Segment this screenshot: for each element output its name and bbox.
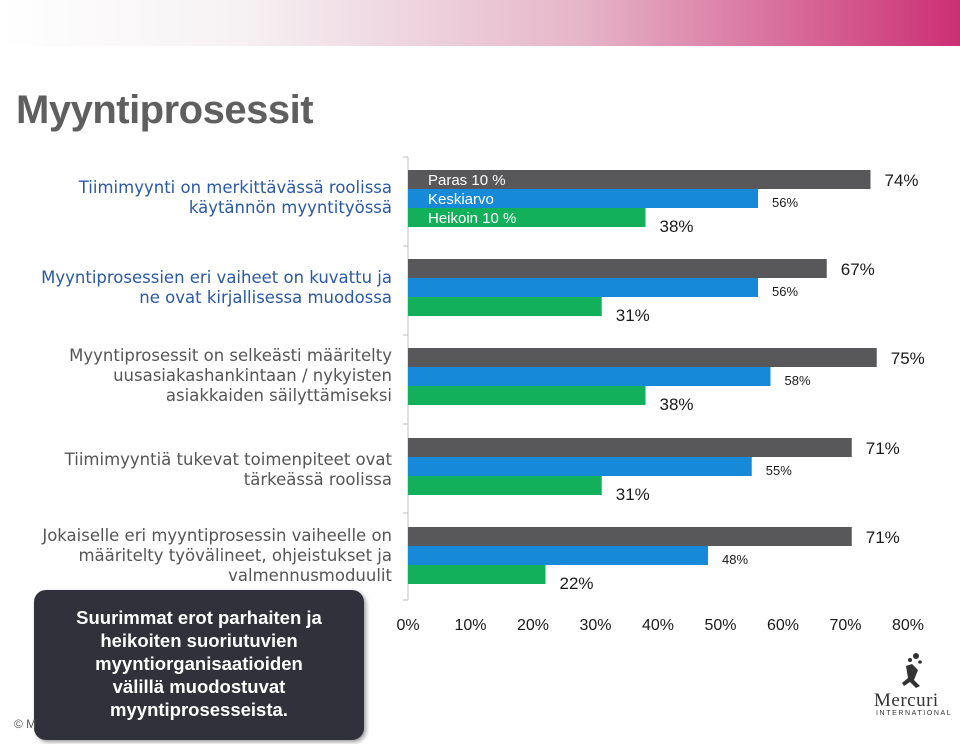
bar-paras-2 <box>408 259 827 278</box>
category-label-line: uusasiakashankintaan / nykyisten <box>113 366 392 385</box>
callout-box: Suurimmat erot parhaiten ja heikoiten su… <box>34 590 364 740</box>
bar-keskiarvo-5 <box>408 546 708 565</box>
bar-heikoin-2 <box>408 297 602 316</box>
category-label-5: Jokaiselle eri myyntiprosessin vaiheelle… <box>42 526 392 586</box>
mercuri-logo-icon <box>902 653 922 688</box>
category-label-line: ne ovat kirjallisessa muodossa <box>139 288 392 307</box>
bar-heikoin-1 <box>408 208 646 227</box>
bar-keskiarvo-2 <box>408 278 758 297</box>
data-label: 31% <box>616 306 650 325</box>
data-label: 71% <box>866 528 900 547</box>
x-tick-label: 70% <box>829 617 861 634</box>
bar-paras-3 <box>408 348 877 367</box>
logo-name: Mercuri <box>874 690 939 711</box>
x-tick-label: 30% <box>579 617 611 634</box>
category-label-line: Jokaiselle eri myyntiprosessin vaiheelle… <box>42 526 392 545</box>
legend-label: Paras 10 % <box>428 172 506 189</box>
category-label-line: Myyntiprosessien eri vaiheet on kuvattu … <box>41 268 392 287</box>
callout-line: Suurimmat erot parhaiten ja <box>76 607 322 628</box>
category-label-1: Tiimimyynti on merkittävässä roolissa kä… <box>79 178 392 218</box>
category-label-line: käytännön myyntityössä <box>188 198 392 217</box>
callout-line: heikoiten suoriutuvien <box>100 630 298 651</box>
callout-line: välillä muodostuvat <box>112 676 286 697</box>
category-label-4: Tiimimyyntiä tukevat toimenpiteet ovat t… <box>65 450 392 490</box>
data-label: 67% <box>841 260 875 279</box>
category-label-line: Tiimimyyntiä tukevat toimenpiteet ovat <box>64 450 392 469</box>
legend-label: Heikoin 10 % <box>428 210 516 227</box>
x-tick-label: 40% <box>642 617 674 634</box>
category-label-line: Tiimimyynti on merkittävässä roolissa <box>78 178 392 197</box>
data-label: 75% <box>891 349 925 368</box>
bar-keskiarvo-4 <box>408 457 752 476</box>
callout-line: myyntiorganisaatioiden <box>95 653 303 674</box>
x-tick-label: 50% <box>704 617 736 634</box>
callout-line: myyntiprosesseista. <box>110 699 288 720</box>
bar-heikoin-4 <box>408 476 602 495</box>
data-label: 74% <box>885 171 919 190</box>
bar-paras-1 <box>408 170 871 189</box>
category-label-3: Myyntiprosessit on selkeästi määritelty … <box>69 346 392 406</box>
category-label-line: asiakkaiden säilyttämiseksi <box>165 386 392 405</box>
bar-heikoin-3 <box>408 386 646 405</box>
legend-label: Keskiarvo <box>428 191 494 208</box>
bar-paras-5 <box>408 527 852 546</box>
category-label-2: Myyntiprosessien eri vaiheet on kuvattu … <box>41 268 392 308</box>
category-label-line: tärkeässä roolissa <box>243 470 392 489</box>
data-label: 58% <box>785 373 811 388</box>
page-title: Myyntiprosessit <box>16 88 314 132</box>
category-label-line: valmennusmoduulit <box>228 566 392 585</box>
data-label: 71% <box>866 439 900 458</box>
bar-heikoin-5 <box>408 565 546 584</box>
copyright-text: © M <box>14 717 37 731</box>
bar-keskiarvo-1 <box>408 189 758 208</box>
data-label: 38% <box>660 217 694 236</box>
category-label-line: Myyntiprosessit on selkeästi määritelty <box>69 346 392 365</box>
top-banner <box>0 0 960 46</box>
category-label-line: määritelty työvälineet, ohjeistukset ja <box>78 546 392 565</box>
data-label: 55% <box>766 463 792 478</box>
data-label: 48% <box>722 552 748 567</box>
x-tick-label: 20% <box>517 617 549 634</box>
bar-keskiarvo-3 <box>408 367 771 386</box>
x-tick-label: 10% <box>454 617 486 634</box>
data-label: 38% <box>660 395 694 414</box>
data-label: 56% <box>772 195 798 210</box>
x-tick-label: 80% <box>892 617 924 634</box>
data-label: 22% <box>560 574 594 593</box>
x-tick-label: 0% <box>396 617 419 634</box>
x-tick-label: 60% <box>767 617 799 634</box>
logo-subtitle: INTERNATIONAL <box>876 710 953 717</box>
data-label: 56% <box>772 284 798 299</box>
data-label: 31% <box>616 485 650 504</box>
bar-paras-4 <box>408 438 852 457</box>
